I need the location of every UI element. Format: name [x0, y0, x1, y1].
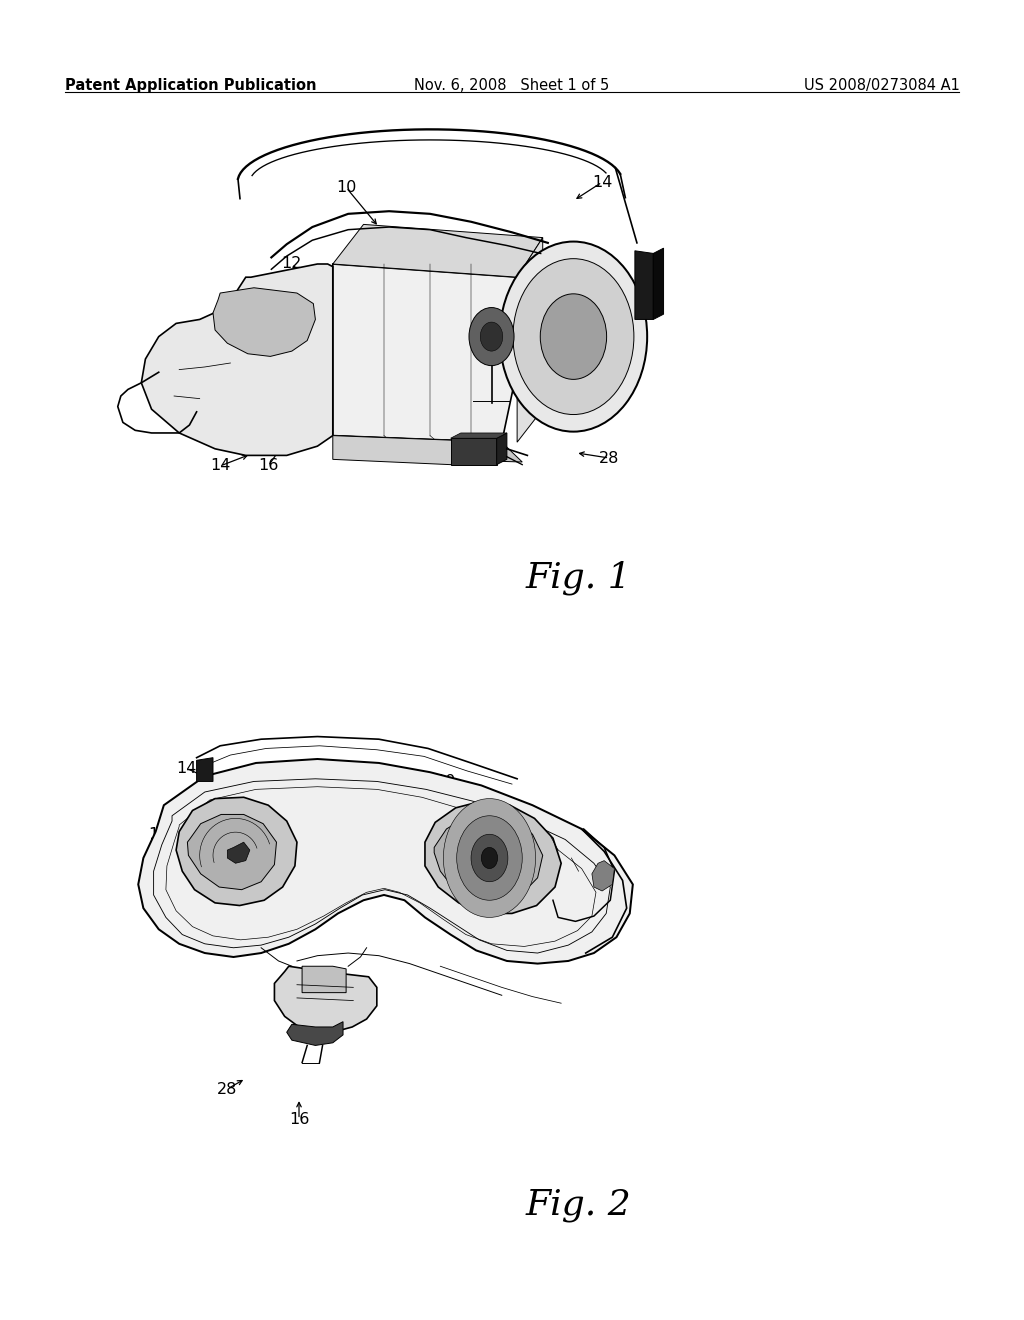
Text: 28: 28: [599, 450, 620, 466]
Text: 12: 12: [348, 774, 369, 789]
Polygon shape: [197, 758, 213, 781]
Text: 15: 15: [612, 309, 633, 325]
Text: 14: 14: [176, 760, 197, 776]
Polygon shape: [187, 814, 276, 890]
Polygon shape: [451, 433, 507, 438]
Polygon shape: [138, 759, 633, 964]
Polygon shape: [333, 264, 517, 442]
Polygon shape: [176, 797, 297, 906]
Text: 10: 10: [336, 180, 356, 195]
Circle shape: [443, 799, 536, 917]
Text: Nov. 6, 2008   Sheet 1 of 5: Nov. 6, 2008 Sheet 1 of 5: [415, 78, 609, 92]
Polygon shape: [333, 224, 543, 277]
Circle shape: [481, 847, 498, 869]
Text: 16: 16: [289, 1111, 309, 1127]
Text: 12: 12: [282, 256, 302, 272]
Text: Fig. 2: Fig. 2: [525, 1188, 632, 1222]
Polygon shape: [333, 436, 522, 462]
Polygon shape: [425, 801, 561, 913]
Circle shape: [500, 242, 647, 432]
Polygon shape: [227, 842, 250, 863]
Polygon shape: [302, 966, 346, 993]
Polygon shape: [287, 1022, 343, 1045]
Text: 16: 16: [258, 458, 279, 474]
Polygon shape: [451, 438, 497, 465]
Polygon shape: [592, 861, 614, 891]
Text: 10: 10: [435, 774, 456, 789]
Text: US 2008/0273084 A1: US 2008/0273084 A1: [804, 78, 959, 92]
Circle shape: [541, 294, 606, 379]
Circle shape: [480, 322, 503, 351]
Polygon shape: [333, 436, 504, 465]
Circle shape: [471, 834, 508, 882]
Text: Fig. 1: Fig. 1: [525, 561, 632, 595]
Text: 14: 14: [210, 458, 230, 474]
Polygon shape: [497, 433, 507, 465]
Text: Patent Application Publication: Patent Application Publication: [65, 78, 316, 92]
Circle shape: [457, 816, 522, 900]
Polygon shape: [517, 238, 543, 442]
Polygon shape: [434, 813, 543, 902]
Text: 14: 14: [592, 174, 612, 190]
Circle shape: [513, 259, 634, 414]
Text: 28: 28: [217, 1081, 238, 1097]
Polygon shape: [141, 264, 333, 455]
Polygon shape: [213, 288, 315, 356]
Polygon shape: [635, 251, 653, 319]
Text: 15: 15: [148, 826, 169, 842]
Circle shape: [469, 308, 514, 366]
Polygon shape: [653, 248, 664, 319]
Polygon shape: [274, 966, 377, 1032]
